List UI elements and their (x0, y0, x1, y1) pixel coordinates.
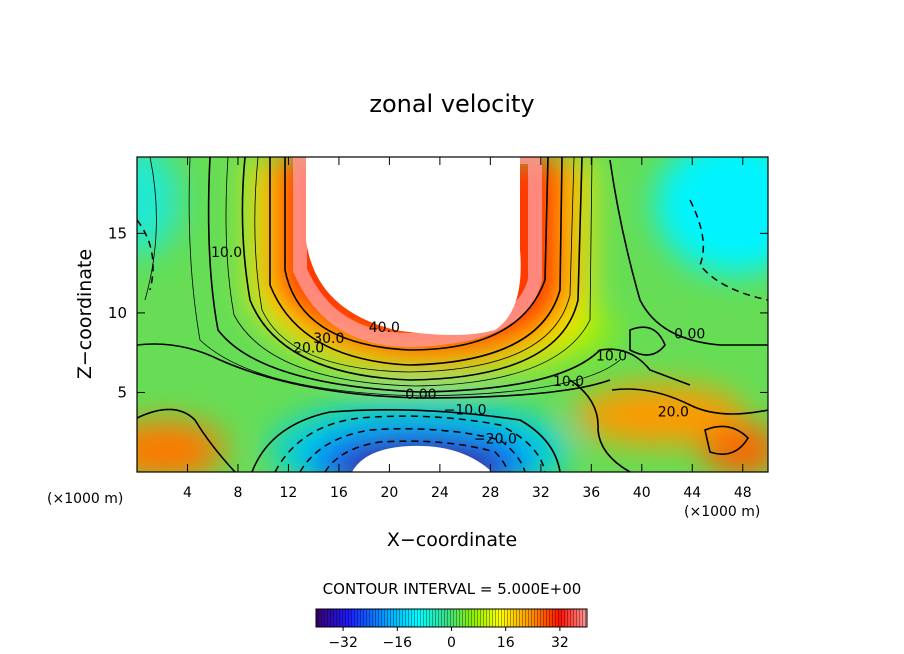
contour-25 (254, 157, 575, 373)
x-axis-label: X−coordinate (387, 529, 517, 551)
contour-lines-thin (144, 157, 621, 397)
contour-10 (207, 157, 691, 393)
jet-rim (293, 157, 542, 348)
contour-label: 20.0 (658, 404, 689, 420)
contour-20-right (611, 388, 768, 415)
y-tick-label: 10 (108, 304, 127, 322)
colorbar-tick-label: 0 (447, 635, 456, 651)
field-blob-cyan-right (655, 157, 768, 275)
contour-interval-text: CONTOUR INTERVAL = 5.000E+00 (323, 580, 582, 598)
colorbar-separators (316, 609, 587, 627)
plot-frame (136, 156, 769, 473)
field-blob-orange-left (137, 420, 225, 472)
x-tick-label: 40 (633, 485, 651, 501)
contour-0-upper (137, 343, 611, 399)
contour-closed-mid (629, 326, 666, 356)
x-tick-label: 4 (183, 485, 192, 501)
x-tick-label: 48 (734, 485, 752, 501)
field-blob-orange-corner (702, 425, 768, 472)
contour-label: −20.0 (474, 431, 517, 447)
x-tick-label: 16 (330, 485, 348, 501)
contour-5 (188, 157, 621, 397)
contour-15 (225, 157, 593, 387)
x-tick-label: 8 (233, 485, 242, 501)
x-axis: 4 8 12 16 20 24 28 32 36 40 44 48 (183, 157, 752, 501)
y-tick-label: 5 (117, 383, 127, 401)
contour-label: 30.0 (313, 331, 344, 347)
y-axis-label: Z−coordinate (74, 249, 96, 379)
field-blob-orange-right (575, 385, 745, 445)
contour-labels: 40.030.020.010.00.00−10.0−20.010.010.00.… (211, 245, 705, 447)
contour-0-right (609, 159, 768, 346)
colorbar-tick-label: −32 (328, 635, 358, 651)
contour-label: 10.0 (553, 374, 584, 390)
contour-10-right-low (569, 379, 631, 472)
x-tick-label: 28 (481, 485, 499, 501)
field-clip-top (306, 157, 521, 335)
contour-neg-10 (274, 415, 546, 472)
y-axis: 5 10 15 (108, 224, 768, 401)
x-tick-label: 12 (280, 485, 298, 501)
contour-10-left (137, 408, 236, 472)
contour-20 (241, 157, 583, 381)
x-unit-label-right: (×1000 m) (684, 504, 760, 520)
x-tick-label: 44 (683, 485, 701, 501)
contour-5-left (144, 157, 157, 301)
contour-neg-5-left (137, 219, 154, 291)
contour-label: 0.00 (674, 326, 705, 342)
contour-neg-20 (299, 428, 526, 472)
field-clip-bottom (352, 445, 492, 472)
contour-label: −10.0 (444, 403, 487, 419)
contour-closed-right (704, 425, 750, 455)
field-blob-cyan-left (137, 157, 180, 255)
colorbar: −32 −16 0 16 32 (315, 608, 588, 651)
contour-lines-solid (137, 157, 768, 472)
x-unit-label-left: (×1000 m) (47, 491, 123, 507)
contour-label: 10.0 (211, 245, 242, 261)
contour-lines-negative (137, 199, 768, 472)
colorbar-tick-label: −16 (383, 635, 413, 651)
x-tick-label: 32 (532, 485, 550, 501)
contour-label: 0.00 (405, 387, 436, 403)
colorbar-ticks: −32 −16 0 16 32 (328, 627, 569, 651)
contour-label: 40.0 (369, 320, 400, 336)
contour-field (137, 157, 768, 472)
chart-title: zonal velocity (369, 90, 534, 118)
y-tick-label: 15 (108, 224, 127, 242)
contour-40 (284, 157, 549, 351)
contour-30 (269, 157, 563, 366)
colorbar-tick-label: 16 (497, 635, 515, 651)
x-tick-label: 24 (431, 485, 449, 501)
x-tick-label: 20 (380, 485, 398, 501)
colorbar-tick-label: 32 (551, 635, 569, 651)
contour-neg-30 (324, 440, 509, 472)
contour-label: 20.0 (293, 341, 324, 357)
x-tick-label: 36 (582, 485, 600, 501)
contour-0-lower (251, 408, 561, 472)
contour-label: 10.0 (596, 349, 627, 365)
